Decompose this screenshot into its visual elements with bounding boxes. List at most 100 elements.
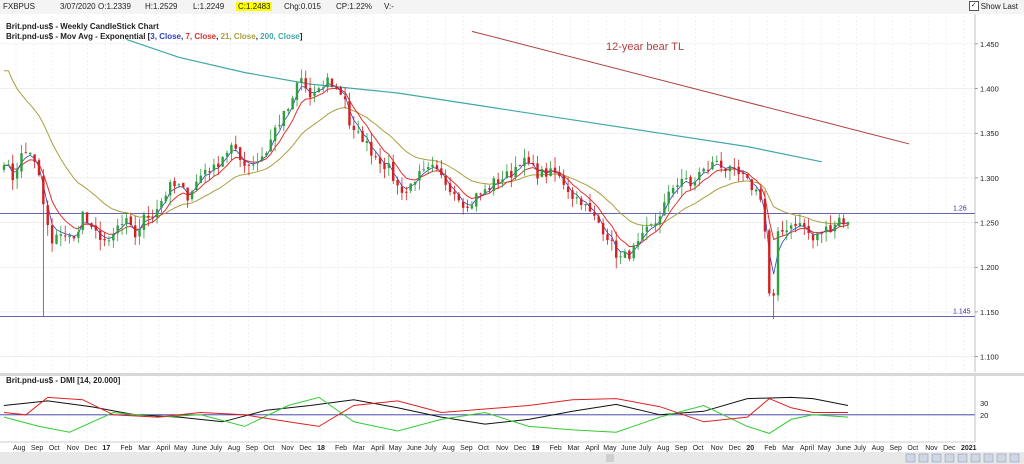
ma-legend-prefix: Brit.pnd-us$ - Mov Avg - Exponential [	[6, 32, 151, 41]
candle-body	[431, 164, 434, 167]
candle-body	[225, 152, 229, 157]
time-tick-label: Feb	[335, 445, 347, 452]
candle-body	[20, 153, 23, 172]
candle-body	[746, 174, 749, 178]
candle-body	[33, 154, 36, 162]
candle-body	[440, 168, 443, 176]
candle-body	[702, 168, 705, 172]
dmi-tick-label: 30	[980, 399, 988, 408]
time-tick-label: July	[854, 445, 867, 452]
time-tick-label: Nov	[281, 445, 294, 452]
candle-body	[711, 162, 714, 169]
candle-body	[94, 225, 98, 231]
candle-body	[781, 229, 784, 232]
candle-body	[164, 195, 168, 202]
time-tick-label: Dec	[514, 445, 527, 452]
show-last-toggle[interactable]: ✓ Show Last	[968, 1, 1018, 11]
scroll-controls[interactable]	[905, 453, 1020, 463]
time-tick-label: July	[639, 445, 652, 452]
candle-body	[90, 223, 93, 227]
ema200-line	[126, 38, 822, 163]
price-tick-label: 1.350	[980, 129, 999, 138]
time-tick-label: Oct	[49, 445, 60, 452]
di-minus-line	[3, 396, 848, 427]
candle-body	[514, 166, 517, 178]
candle-body	[190, 191, 194, 200]
candle-body	[68, 235, 71, 238]
candle-body	[453, 191, 456, 194]
candle-body	[501, 179, 504, 183]
time-tick-label: 19	[532, 445, 540, 452]
open-value: O:1.2339	[98, 2, 131, 11]
candle-body	[523, 157, 526, 167]
price-tick-label: 1.100	[980, 353, 999, 362]
low-value: L:1.2249	[193, 2, 225, 11]
candle-body	[405, 191, 408, 193]
candle-body	[195, 181, 198, 190]
time-tick-label: Aug	[657, 445, 670, 452]
candle-body	[77, 231, 80, 238]
candle-body	[588, 203, 592, 212]
candle-body	[243, 160, 246, 166]
candle-body	[483, 189, 487, 194]
candle-body	[391, 161, 395, 181]
checkbox-icon[interactable]: ✓	[968, 1, 979, 11]
time-tick-label: Aug	[13, 445, 26, 452]
candle-body	[733, 167, 736, 169]
time-tick-label: July	[210, 445, 223, 452]
candle-body	[221, 157, 224, 167]
candle-body	[562, 175, 565, 185]
candle-body	[357, 131, 360, 133]
candle-body	[269, 139, 272, 152]
ma21-legend: 21, Close	[220, 32, 256, 41]
candle-body	[593, 212, 596, 216]
candle-body	[24, 152, 28, 154]
candle-body	[510, 170, 513, 178]
candle-body	[715, 160, 719, 163]
candle-body	[545, 168, 548, 177]
candle-body	[304, 78, 307, 89]
candle-body	[628, 250, 631, 259]
candle-body	[413, 181, 417, 185]
candle-body	[785, 230, 788, 233]
candle-body	[684, 178, 688, 180]
candle-body	[103, 238, 106, 241]
candle-body	[378, 157, 382, 164]
time-tick-label: Oct	[907, 445, 918, 452]
candle-body	[606, 234, 609, 241]
candle-body	[820, 231, 823, 233]
candle-body	[29, 152, 32, 155]
time-tick-label: June	[192, 445, 207, 452]
time-axis: Aug Sep Oct Nov Dec 17 Feb Mar April May June July A…	[0, 441, 1024, 452]
candle-body	[776, 231, 780, 296]
scrollbar-thumb[interactable]	[606, 454, 614, 462]
candle-body	[7, 164, 10, 166]
candle-body	[658, 216, 662, 225]
candle-body	[42, 176, 45, 205]
candle-body	[273, 127, 277, 142]
candle-body	[549, 168, 552, 177]
candle-body	[676, 185, 679, 187]
candle-body	[737, 166, 740, 175]
candle-body	[46, 205, 49, 226]
candle-body	[803, 223, 806, 227]
time-tick-label: 17	[102, 445, 110, 452]
candle-body	[518, 165, 522, 167]
level-label: 1.26	[953, 206, 967, 213]
time-tick-label: Dec	[85, 445, 98, 452]
candle-body	[816, 233, 819, 241]
time-tick-label: June	[836, 445, 851, 452]
candle-body	[383, 163, 386, 170]
candle-body	[632, 245, 635, 259]
candle-body	[370, 141, 373, 156]
price-axis: 1.450 1.400 1.350 1.300 1.250 1.200 1.150 1.100	[974, 14, 1024, 374]
candle-body	[182, 182, 185, 188]
candle-body	[807, 225, 810, 234]
candle-body	[330, 78, 334, 87]
candle-body	[566, 186, 570, 193]
date-label: 3/07/2020	[60, 2, 96, 11]
candle-body	[322, 87, 325, 89]
time-tick-label: June	[407, 445, 422, 452]
